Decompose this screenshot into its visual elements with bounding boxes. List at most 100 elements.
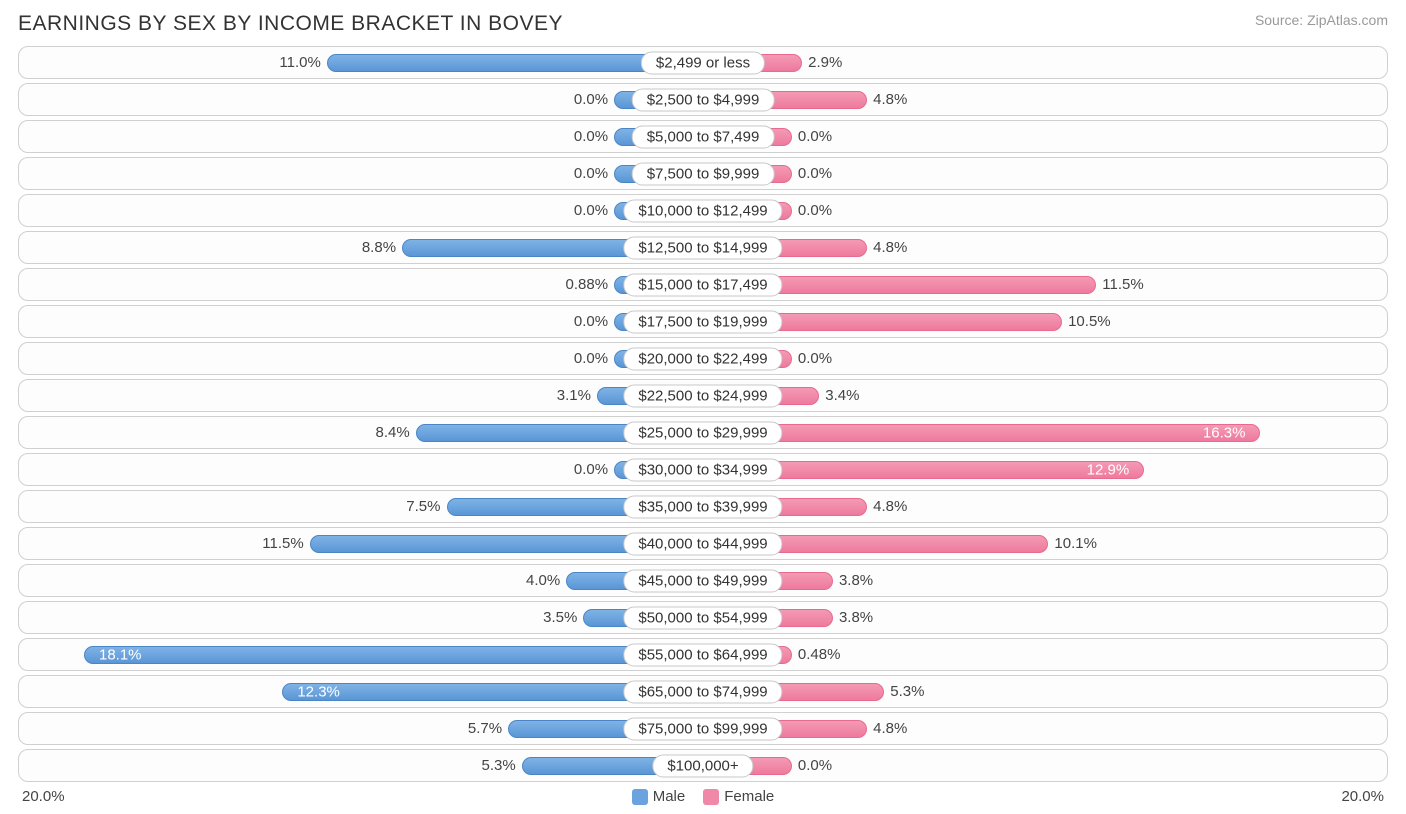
bracket-label: $10,000 to $12,499	[623, 199, 782, 222]
chart-row: 5.7%4.8%$75,000 to $99,999	[18, 712, 1388, 745]
bracket-label: $65,000 to $74,999	[623, 680, 782, 703]
female-pct-label: 10.1%	[1048, 535, 1103, 552]
female-pct-label: 4.8%	[867, 91, 913, 108]
axis-max-right: 20.0%	[1341, 788, 1384, 805]
legend-item: Female	[703, 788, 774, 805]
chart-footer: 20.0% Male Female 20.0%	[18, 788, 1388, 805]
chart-row: 4.0% 3.8%$45,000 to $49,999	[18, 564, 1388, 597]
male-pct-label: 12.3%	[291, 683, 346, 700]
male-pct-label: 3.1%	[551, 387, 597, 404]
bracket-label: $7,500 to $9,999	[632, 162, 775, 185]
male-half: 12.3%	[19, 676, 703, 707]
female-half: 3.8%	[703, 565, 1387, 596]
bracket-label: $17,500 to $19,999	[623, 310, 782, 333]
male-half: 0.0%	[19, 306, 703, 337]
male-half: 8.4%	[19, 417, 703, 448]
male-half: 8.8%	[19, 232, 703, 263]
female-pct-label: 4.8%	[867, 239, 913, 256]
female-half: 16.3%	[703, 417, 1387, 448]
bracket-label: $45,000 to $49,999	[623, 569, 782, 592]
female-pct-label: 0.0%	[792, 128, 838, 145]
bracket-label: $20,000 to $22,499	[623, 347, 782, 370]
chart-row: 11.5% 10.1% $40,000 to $44,999	[18, 527, 1388, 560]
male-bar: 18.1%	[84, 646, 703, 664]
chart-row: 0.0%0.0%$20,000 to $22,499	[18, 342, 1388, 375]
female-half: 4.8%	[703, 713, 1387, 744]
male-half: 4.0%	[19, 565, 703, 596]
male-pct-label: 0.88%	[560, 276, 615, 293]
legend-label: Female	[724, 788, 774, 805]
male-pct-label: 0.0%	[568, 461, 614, 478]
female-half: 0.0%	[703, 750, 1387, 781]
bracket-label: $5,000 to $7,499	[632, 125, 775, 148]
male-half: 5.7%	[19, 713, 703, 744]
chart-row: 18.1%0.48%$55,000 to $64,999	[18, 638, 1388, 671]
male-pct-label: 0.0%	[568, 313, 614, 330]
male-pct-label: 7.5%	[400, 498, 446, 515]
male-pct-label: 8.8%	[356, 239, 402, 256]
male-pct-label: 0.0%	[568, 202, 614, 219]
male-half: 0.0%	[19, 84, 703, 115]
chart-row: 0.0% 12.9% $30,000 to $34,999	[18, 453, 1388, 486]
bracket-label: $15,000 to $17,499	[623, 273, 782, 296]
male-pct-label: 11.5%	[256, 535, 309, 552]
legend-swatch	[632, 789, 648, 805]
female-half: 0.0%	[703, 158, 1387, 189]
male-pct-label: 3.5%	[537, 609, 583, 626]
bracket-label: $55,000 to $64,999	[623, 643, 782, 666]
bracket-label: $2,500 to $4,999	[632, 88, 775, 111]
female-half: 0.0%	[703, 195, 1387, 226]
female-half: 0.0%	[703, 121, 1387, 152]
male-pct-label: 5.7%	[462, 720, 508, 737]
female-half: 10.1%	[703, 528, 1387, 559]
male-pct-label: 5.3%	[476, 757, 522, 774]
bracket-label: $30,000 to $34,999	[623, 458, 782, 481]
female-pct-label: 3.8%	[833, 609, 879, 626]
chart-row: 12.3% 5.3%$65,000 to $74,999	[18, 675, 1388, 708]
male-half: 0.0%	[19, 158, 703, 189]
female-half: 3.8%	[703, 602, 1387, 633]
female-half: 11.5%	[703, 269, 1387, 300]
female-pct-label: 12.9%	[1081, 461, 1136, 478]
female-pct-label: 4.8%	[867, 498, 913, 515]
chart-row: 11.0%2.9%$2,499 or less	[18, 46, 1388, 79]
bracket-label: $40,000 to $44,999	[623, 532, 782, 555]
male-half: 0.0%	[19, 454, 703, 485]
legend-label: Male	[653, 788, 686, 805]
female-half: 4.8%	[703, 491, 1387, 522]
male-pct-label: 0.0%	[568, 91, 614, 108]
female-pct-label: 11.5%	[1096, 276, 1149, 293]
chart-row: 3.5% 3.8% $50,000 to $54,999	[18, 601, 1388, 634]
chart-row: 0.88% 11.5% $15,000 to $17,499	[18, 268, 1388, 301]
bracket-label: $12,500 to $14,999	[623, 236, 782, 259]
male-half: 0.0%	[19, 195, 703, 226]
female-half: 4.8%	[703, 84, 1387, 115]
bracket-label: $22,500 to $24,999	[623, 384, 782, 407]
female-pct-label: 16.3%	[1197, 424, 1252, 441]
male-pct-label: 4.0%	[520, 572, 566, 589]
chart-row: 3.1% 3.4% $22,500 to $24,999	[18, 379, 1388, 412]
chart-row: 0.0%0.0%$10,000 to $12,499	[18, 194, 1388, 227]
female-half: 2.9%	[703, 47, 1387, 78]
butterfly-chart: 11.0%2.9%$2,499 or less 0.0% 4.8% $2,500 to…	[18, 46, 1388, 782]
female-pct-label: 0.0%	[792, 757, 838, 774]
chart-row: 8.4%16.3%$25,000 to $29,999	[18, 416, 1388, 449]
chart-row: 5.3% 0.0% $100,000+	[18, 749, 1388, 782]
male-pct-label: 0.0%	[568, 165, 614, 182]
female-pct-label: 3.4%	[819, 387, 865, 404]
axis-max-left: 20.0%	[22, 788, 65, 805]
chart-container: EARNINGS BY SEX BY INCOME BRACKET IN BOV…	[0, 0, 1406, 813]
female-half: 3.4%	[703, 380, 1387, 411]
female-pct-label: 4.8%	[867, 720, 913, 737]
legend-item: Male	[632, 788, 686, 805]
bracket-label: $100,000+	[652, 754, 753, 777]
female-pct-label: 0.0%	[792, 165, 838, 182]
female-half: 5.3%	[703, 676, 1387, 707]
chart-header: EARNINGS BY SEX BY INCOME BRACKET IN BOV…	[18, 12, 1388, 36]
bracket-label: $50,000 to $54,999	[623, 606, 782, 629]
male-half: 18.1%	[19, 639, 703, 670]
male-half: 11.5%	[19, 528, 703, 559]
chart-row: 0.0%0.0%$5,000 to $7,499	[18, 120, 1388, 153]
male-half: 11.0%	[19, 47, 703, 78]
bracket-label: $2,499 or less	[641, 51, 765, 74]
